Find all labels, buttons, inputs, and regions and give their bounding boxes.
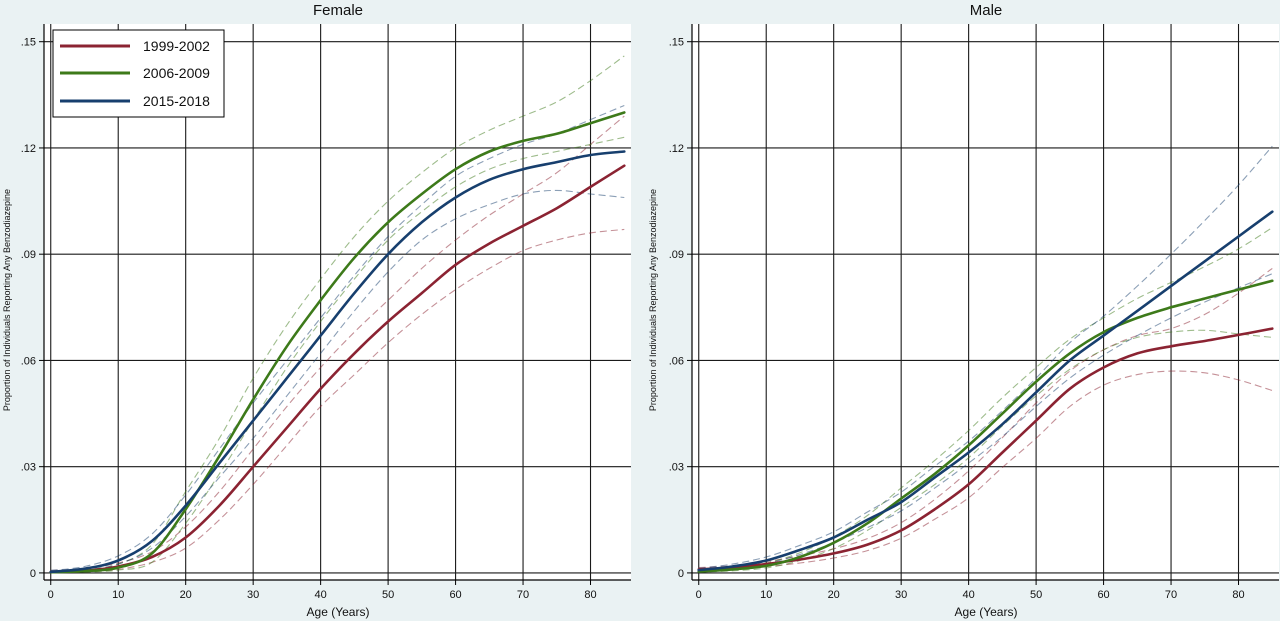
y-axis-title-female: Proportion of Individuals Reporting Any … — [2, 189, 12, 411]
x-tick-label: 20 — [828, 589, 840, 601]
y-tick-label: .15 — [21, 37, 36, 49]
ci-line-2015-2018-upper — [50, 104, 625, 571]
ci-bands-female — [50, 55, 625, 574]
ci-line-2015-2018-upper — [698, 145, 1273, 569]
series-line-1999-2002 — [697, 327, 1274, 571]
y-tick-label: .06 — [21, 355, 36, 367]
x-axis-title-male: Age (Years) — [955, 605, 1018, 619]
series-lines-female — [49, 111, 626, 574]
ci-line-2006-2009-upper — [698, 227, 1273, 571]
ci-line-2006-2009-lower — [50, 136, 625, 574]
x-tick-label: 10 — [112, 589, 124, 601]
ci-line-2015-2018-lower — [50, 189, 625, 574]
legend-label-2006-2009: 2006-2009 — [143, 65, 210, 81]
x-tick-label: 0 — [696, 589, 702, 601]
y-tick-label: .06 — [669, 355, 684, 367]
x-axis-title-female: Age (Years) — [307, 605, 370, 619]
ci-line-1999-2002-lower — [698, 370, 1273, 572]
x-tick-label: 20 — [180, 589, 192, 601]
x-tick-label: 50 — [382, 589, 394, 601]
legend-label-1999-2002: 1999-2002 — [143, 38, 210, 54]
x-tick-label: 0 — [48, 589, 54, 601]
y-axis-title-male: Proportion of Individuals Reporting Any … — [648, 189, 658, 411]
series-lines-male — [697, 210, 1274, 573]
ci-line-2006-2009-lower — [698, 329, 1273, 573]
ci-bands-male — [698, 145, 1273, 573]
y-tick-label: .09 — [21, 249, 36, 261]
ci-line-1999-2002-lower — [50, 228, 625, 574]
y-tick-label: .12 — [21, 143, 36, 155]
y-tick-label: .09 — [669, 249, 684, 261]
x-tick-label: 80 — [584, 589, 596, 601]
y-tick-label: .12 — [669, 143, 684, 155]
x-tick-label: 50 — [1030, 589, 1042, 601]
series-line-2006-2009 — [697, 279, 1274, 573]
x-tick-label: 80 — [1232, 589, 1244, 601]
series-line-2006-2009 — [49, 111, 626, 574]
series-line-1999-2002 — [49, 164, 626, 574]
x-tick-label: 30 — [895, 589, 907, 601]
x-tick-label: 10 — [760, 589, 772, 601]
x-tick-label: 60 — [449, 589, 461, 601]
legend: 1999-2002 2006-2009 2015-2018 — [52, 29, 225, 118]
x-tick-label: 40 — [963, 589, 975, 601]
panel-title-female: Female — [313, 2, 363, 19]
panel-female: Female 0 10 20 30 40 50 60 70 80 0 .03 .06 .09 .12 .15… — [2, 2, 631, 619]
grid-male — [692, 24, 1279, 580]
series-line-2015-2018 — [49, 150, 626, 574]
panel-title-male: Male — [970, 2, 1003, 19]
legend-label-2015-2018: 2015-2018 — [143, 93, 210, 109]
x-tick-label: 70 — [1165, 589, 1177, 601]
x-tick-label: 30 — [247, 589, 259, 601]
y-tick-label: .15 — [669, 37, 684, 49]
series-line-2015-2018 — [697, 210, 1274, 572]
ci-line-1999-2002-upper — [50, 115, 625, 571]
y-tick-label: .03 — [21, 462, 36, 474]
x-tick-label: 60 — [1097, 589, 1109, 601]
y-tick-label: 0 — [30, 568, 36, 580]
axes-male: 0 10 20 30 40 50 60 70 80 0 .03 .06 .09 .12 .15 — [669, 24, 1279, 601]
ci-line-2006-2009-upper — [50, 55, 625, 572]
plot-area-male — [692, 24, 1279, 580]
x-tick-label: 40 — [315, 589, 327, 601]
axes-female: 0 10 20 30 40 50 60 70 80 0 .03 .06 .09 .12 .15 — [21, 24, 631, 601]
ci-line-2015-2018-lower — [698, 273, 1273, 573]
y-tick-label: .03 — [669, 462, 684, 474]
panel-male: Male 0 10 20 30 40 50 60 70 80 0 .03 .06 .09 .12 .15 A… — [648, 2, 1279, 619]
ci-line-1999-2002-upper — [698, 267, 1273, 569]
x-tick-label: 70 — [517, 589, 529, 601]
y-tick-label: 0 — [678, 568, 684, 580]
